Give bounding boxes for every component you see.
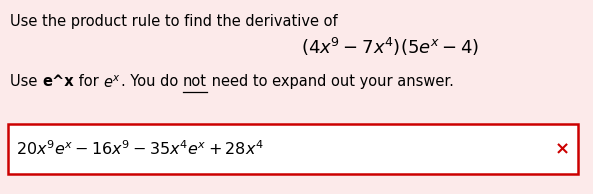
Text: need to expand out your answer.: need to expand out your answer. xyxy=(207,74,454,89)
Text: not: not xyxy=(183,74,207,89)
Text: e^x: e^x xyxy=(42,74,74,89)
Text: . You do: . You do xyxy=(121,74,183,89)
Text: Use the product rule to find the derivative of: Use the product rule to find the derivat… xyxy=(10,14,337,29)
Text: ×: × xyxy=(555,140,570,158)
FancyBboxPatch shape xyxy=(8,124,578,174)
Text: Use: Use xyxy=(10,74,42,89)
Text: $(4x^9 - 7x^4)(5e^x - 4)$: $(4x^9 - 7x^4)(5e^x - 4)$ xyxy=(301,36,479,58)
Text: $20x^9e^x - 16x^9 - 35x^4e^x + 28x^4$: $20x^9e^x - 16x^9 - 35x^4e^x + 28x^4$ xyxy=(16,140,264,158)
Text: $e^x$: $e^x$ xyxy=(103,74,121,91)
Text: for: for xyxy=(74,74,103,89)
